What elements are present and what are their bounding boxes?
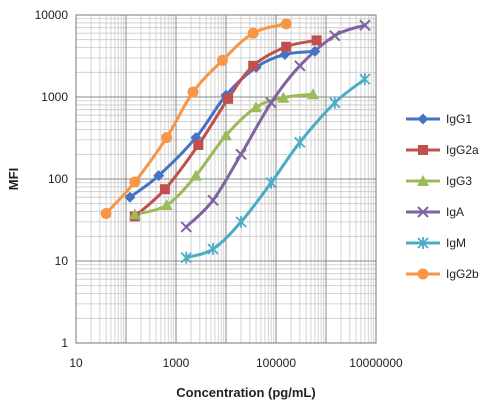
data-point-iga <box>180 221 192 233</box>
y-tick-label: 10 <box>55 254 69 268</box>
legend-item-igg2b: IgG2b <box>406 267 479 281</box>
y-tick-label: 1000 <box>41 90 68 104</box>
legend-swatch-marker <box>417 237 429 249</box>
legend-label: IgG1 <box>446 112 472 126</box>
data-point-igm <box>180 251 192 264</box>
data-point-igg2b <box>100 207 112 219</box>
legend-item-igm: IgM <box>406 236 466 250</box>
data-point-iga <box>294 60 306 72</box>
y-tick-label: 100 <box>48 172 68 186</box>
data-point-igg3 <box>220 129 232 141</box>
y-tick-label: 10000 <box>35 8 69 22</box>
legend-item-igg1: IgG1 <box>406 112 472 126</box>
data-point-igg3 <box>128 208 141 220</box>
x-tick-label: 10000000 <box>349 356 403 370</box>
legend-swatch-marker <box>417 268 429 280</box>
data-point-igg3 <box>307 88 320 100</box>
series-markers <box>100 18 371 264</box>
data-point-igg2a <box>159 184 170 195</box>
data-point-igg3 <box>189 169 202 181</box>
data-point-igg2a <box>248 60 259 71</box>
legend-label: IgG2b <box>446 267 479 281</box>
data-point-igm <box>294 136 306 149</box>
data-point-igg2b <box>247 27 259 39</box>
data-point-iga <box>265 97 277 109</box>
x-tick-label: 1000 <box>163 356 190 370</box>
x-axis-title: Concentration (pg/mL) <box>176 385 315 400</box>
data-point-igm <box>265 176 277 189</box>
data-point-igg2b <box>129 176 141 188</box>
x-tick-label: 10 <box>69 356 83 370</box>
data-point-igg1 <box>153 170 165 182</box>
data-point-iga <box>235 148 247 161</box>
legend-item-iga: IgA <box>406 205 464 219</box>
data-point-igm <box>235 215 247 228</box>
legend-label: IgM <box>446 236 466 250</box>
legend-swatch-marker <box>417 206 429 218</box>
data-point-igg2a <box>193 139 204 150</box>
plot-area-border <box>75 14 377 344</box>
data-point-igg3 <box>250 101 263 113</box>
data-point-igm <box>207 243 219 256</box>
data-point-iga <box>329 29 341 42</box>
data-point-igm <box>329 96 341 109</box>
data-point-igg1 <box>124 191 136 203</box>
legend: IgG1 IgG2a IgG3 IgA IgM IgG2b <box>406 112 479 281</box>
y-axis-ticks: 1 10 100 1000 10000 <box>35 8 69 350</box>
legend-swatch-marker <box>418 145 428 155</box>
data-point-igg2a <box>281 41 292 52</box>
legend-item-igg2a: IgG2a <box>406 143 479 157</box>
data-point-igg2b <box>161 132 173 144</box>
legend-label: IgG2a <box>446 143 479 157</box>
data-point-igg3 <box>160 199 173 211</box>
x-axis-ticks: 10 1000 100000 10000000 <box>69 356 403 370</box>
data-point-iga <box>359 19 371 31</box>
data-point-igg2b <box>216 54 228 66</box>
y-axis-title: MFI <box>6 168 21 190</box>
data-point-igg3 <box>277 91 290 103</box>
data-point-igm <box>359 73 371 86</box>
legend-label: IgG3 <box>446 174 472 188</box>
data-point-igg2b <box>280 18 292 30</box>
data-point-igg2b <box>187 86 199 98</box>
data-point-igg1 <box>309 45 321 57</box>
x-tick-label: 100000 <box>256 356 296 370</box>
y-tick-label: 1 <box>61 336 68 350</box>
data-point-igg2a <box>311 35 322 46</box>
legend-label: IgA <box>446 205 464 219</box>
legend-swatch-marker <box>417 175 429 186</box>
data-point-iga <box>207 194 219 206</box>
data-point-igg2a <box>223 93 234 104</box>
legend-swatch-marker <box>417 113 429 125</box>
legend-item-igg3: IgG3 <box>406 174 472 188</box>
